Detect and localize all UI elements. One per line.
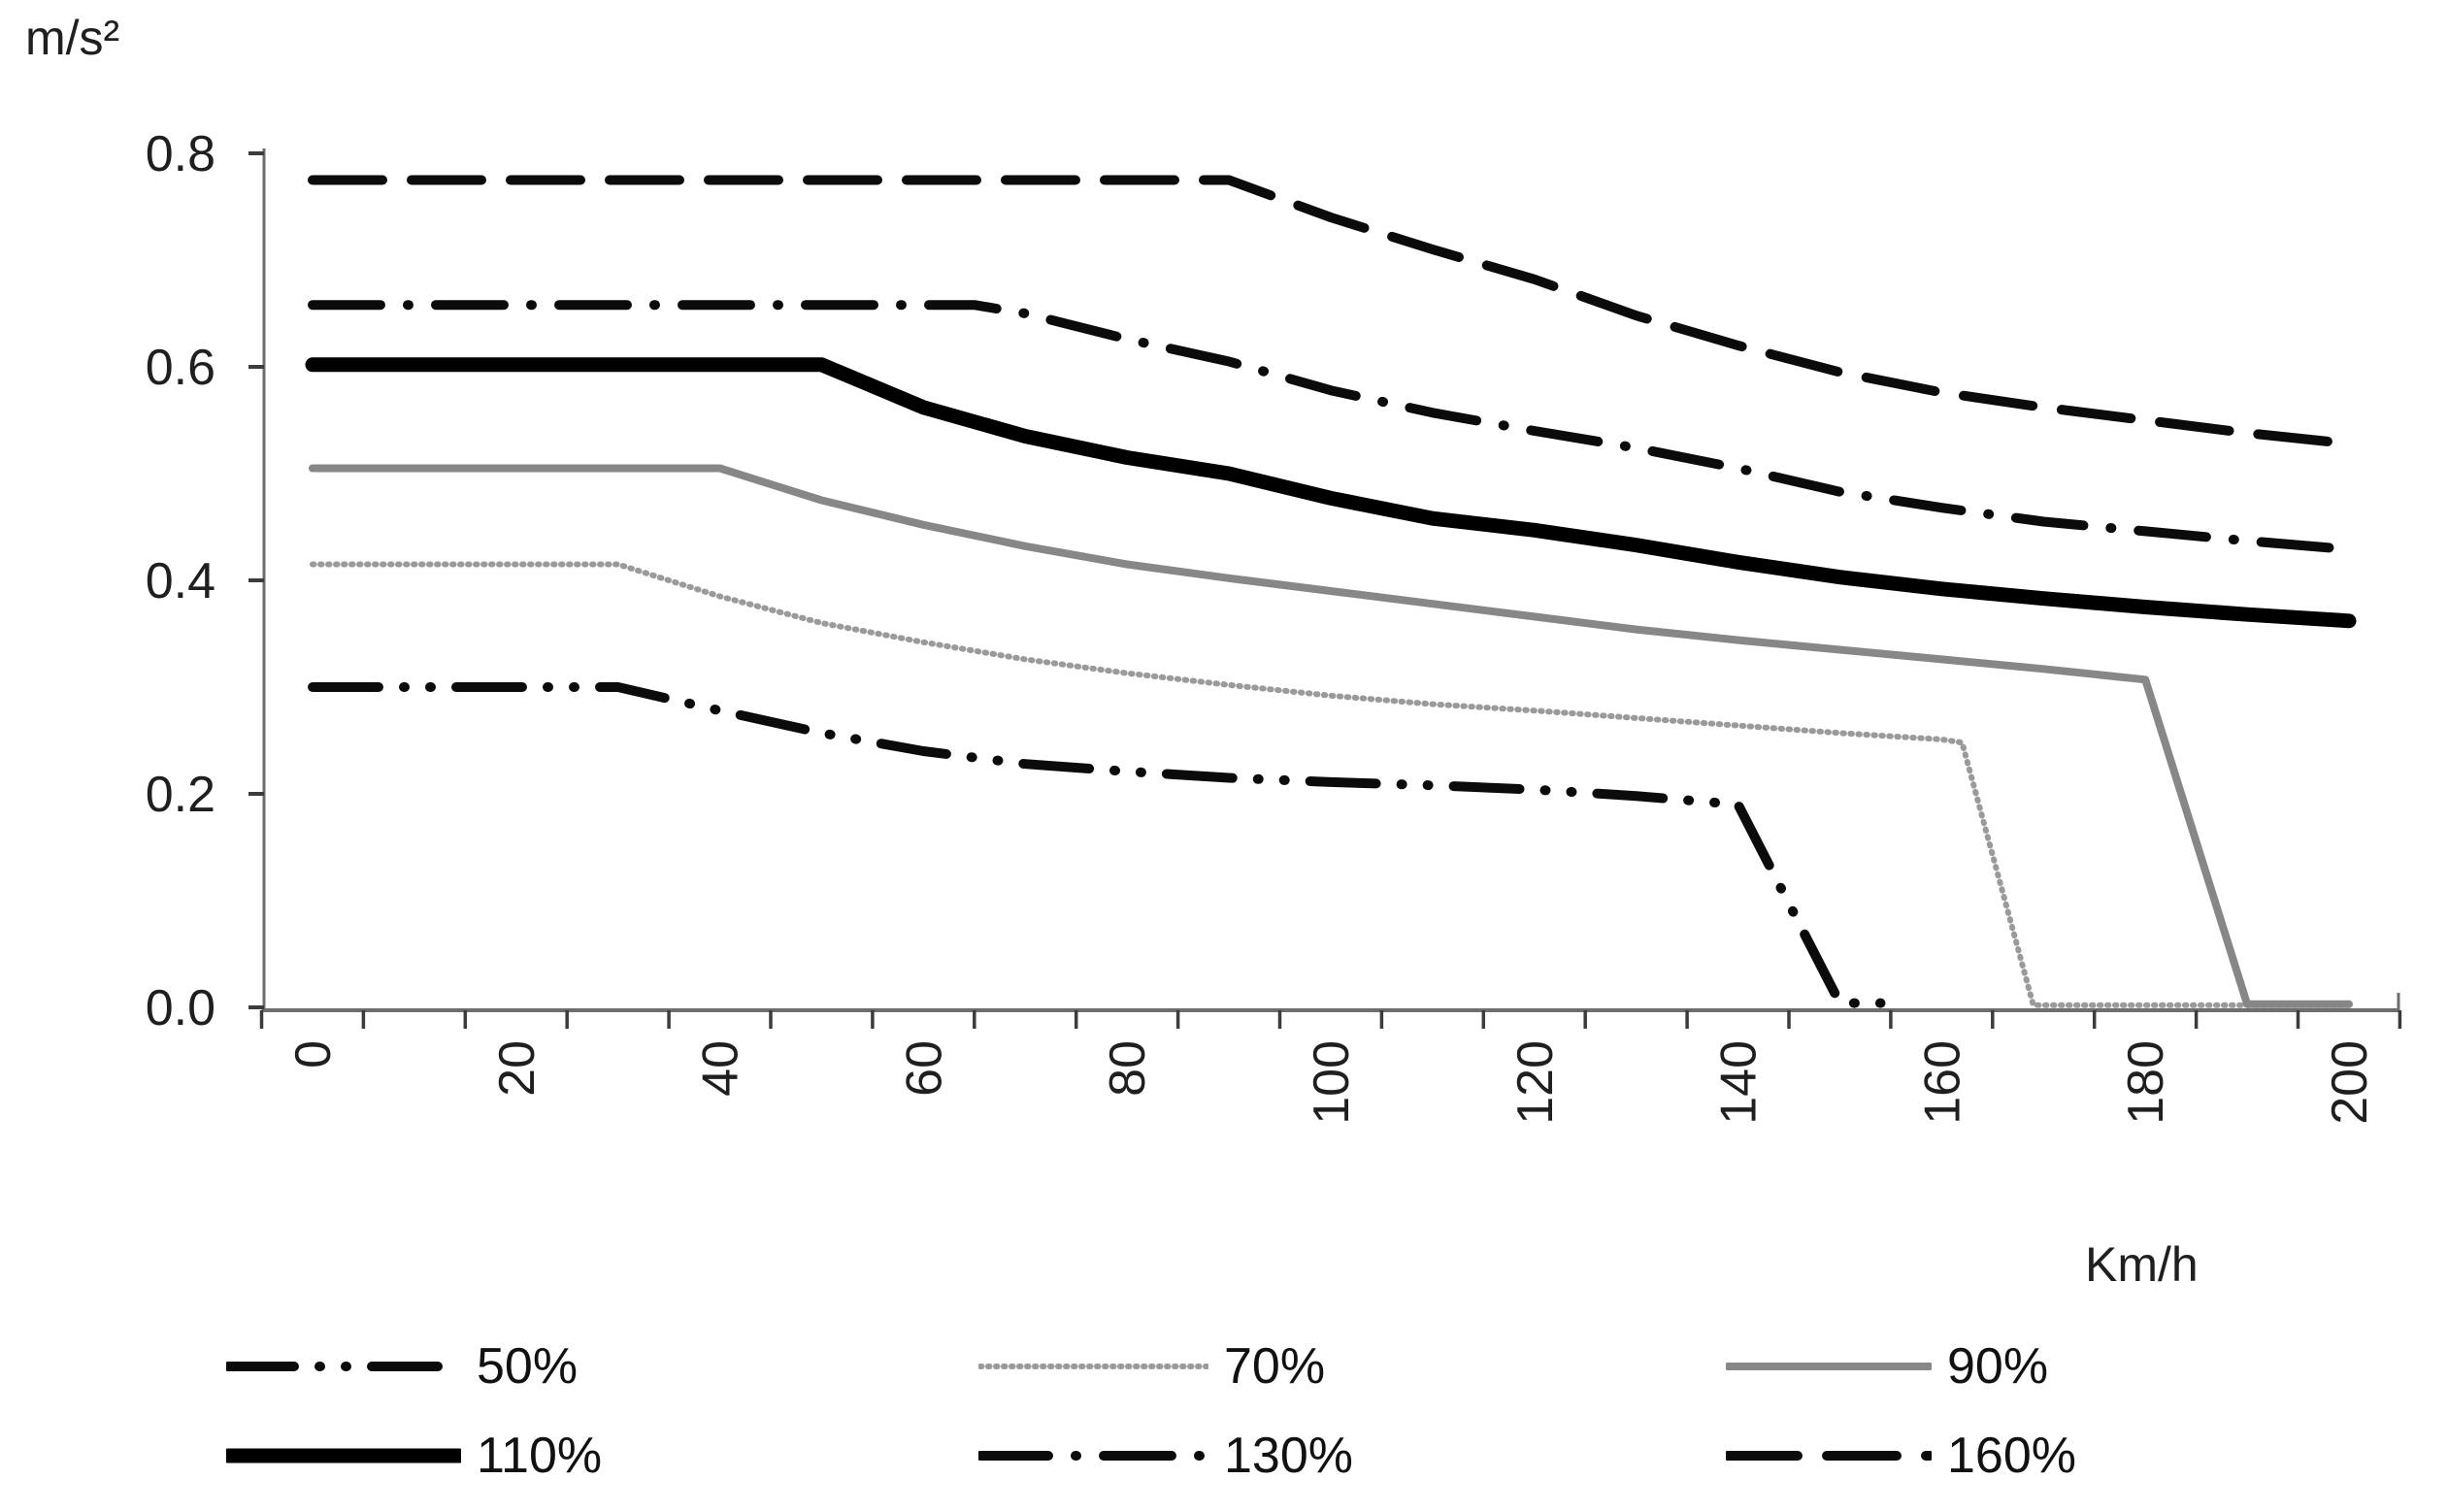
x-axis-unit-label: Km/h xyxy=(2085,1237,2199,1292)
x-tick-label: 120 xyxy=(1507,1040,1564,1125)
legend-label: 50% xyxy=(477,1338,579,1395)
legend-item-50pct: 50% xyxy=(226,1338,578,1395)
series-line-90pct xyxy=(309,464,2353,1008)
legend-label: 160% xyxy=(1947,1428,2076,1484)
x-tick-label: 40 xyxy=(693,1040,749,1097)
legend-swatch-70pct xyxy=(978,1364,1208,1369)
x-tick-label: 160 xyxy=(1914,1040,1970,1125)
x-tick-label: 20 xyxy=(489,1040,546,1097)
y-axis-unit-label: m/s² xyxy=(25,11,120,65)
y-tick-label: 0.4 xyxy=(146,553,215,609)
legend-swatch-160pct xyxy=(1726,1451,1932,1461)
legend-label: 70% xyxy=(1224,1338,1326,1395)
x-tick-label: 140 xyxy=(1711,1040,1768,1125)
legend-swatch-130pct xyxy=(978,1451,1208,1461)
series-line-130pct xyxy=(308,300,2354,555)
series-line-70pct xyxy=(310,561,2352,1008)
y-tick-label: 0.6 xyxy=(146,340,215,396)
legend-item-130pct: 130% xyxy=(978,1428,1353,1484)
legend-swatch-90pct xyxy=(1726,1363,1932,1370)
y-tick-label: 0.8 xyxy=(146,126,215,182)
legend-item-110pct: 110% xyxy=(226,1428,602,1484)
x-tick-label: 100 xyxy=(1304,1040,1360,1125)
legend-item-90pct: 90% xyxy=(1726,1338,2048,1395)
x-tick-label: 80 xyxy=(1100,1040,1156,1097)
legend-item-160pct: 160% xyxy=(1726,1428,2076,1484)
x-tick-label: 0 xyxy=(285,1040,342,1068)
legend-swatch-50pct xyxy=(226,1362,461,1371)
legend-item-70pct: 70% xyxy=(978,1338,1325,1395)
legend-label: 130% xyxy=(1224,1428,1353,1484)
y-tick-label: 0.2 xyxy=(146,767,215,823)
legend-label: 110% xyxy=(477,1428,603,1484)
series-line-110pct xyxy=(305,357,2357,629)
x-tick-label: 60 xyxy=(896,1040,952,1097)
x-tick-label: 180 xyxy=(2118,1040,2174,1125)
series-line-50pct xyxy=(308,682,1886,1008)
y-tick-label: 0.0 xyxy=(146,980,215,1036)
legend-swatch-110pct xyxy=(226,1448,461,1463)
x-tick-label: 200 xyxy=(2322,1040,2378,1125)
series-line-160pct xyxy=(308,175,2354,449)
legend-label: 90% xyxy=(1947,1338,2049,1395)
